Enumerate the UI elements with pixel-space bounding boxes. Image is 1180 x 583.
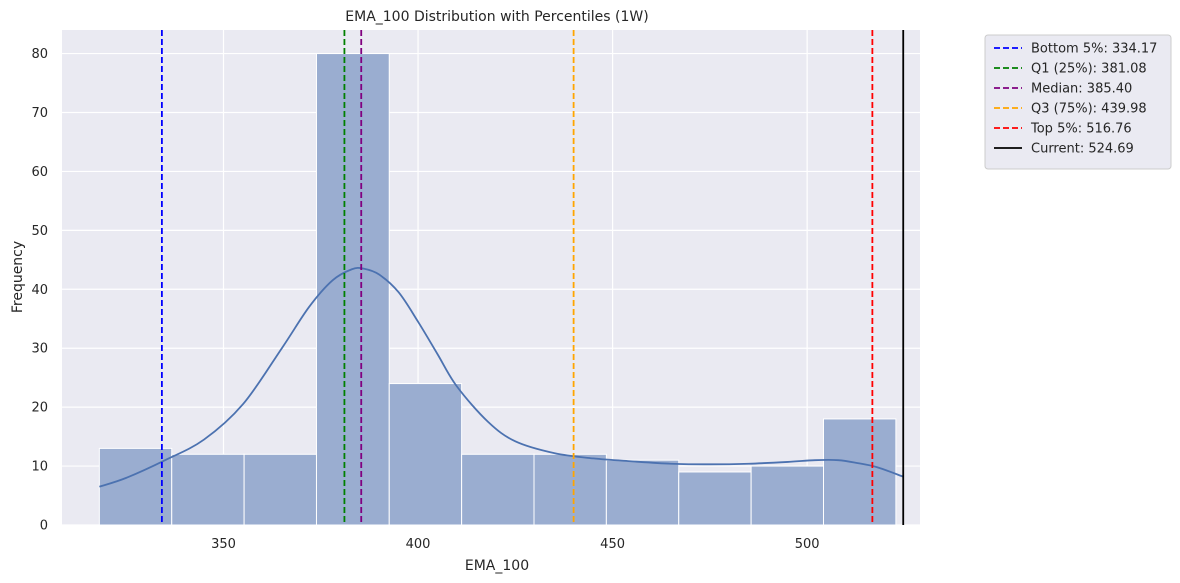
histogram-bar — [315, 53, 390, 526]
x-axis-label: EMA_100 — [465, 558, 529, 574]
y-tick-label: 80 — [31, 47, 48, 62]
y-tick-label: 30 — [31, 342, 48, 357]
reference-lines — [160, 30, 905, 525]
y-tick-label: 50 — [31, 224, 48, 239]
legend-entry: Current: 524.69 — [1031, 142, 1134, 157]
histogram-bar — [98, 447, 173, 526]
y-axis-label: Frequency — [10, 241, 26, 313]
x-tick-label: 350 — [211, 537, 236, 552]
histogram-bar — [243, 453, 317, 526]
kde-line — [99, 266, 904, 488]
y-tick-label: 60 — [31, 165, 48, 180]
kde-curve — [99, 266, 904, 488]
x-tick-label: 450 — [600, 537, 625, 552]
y-tick-label: 10 — [31, 460, 48, 475]
y-tick-labels: 0 10 20 30 40 50 60 70 80 — [31, 47, 48, 533]
plot-area — [62, 30, 920, 525]
y-tick-label: 20 — [31, 401, 48, 416]
legend-entry: Top 5%: 516.76 — [1030, 122, 1132, 137]
y-tick-label: 70 — [31, 106, 48, 121]
x-tick-labels: 350 400 450 500 — [211, 537, 820, 552]
histogram-bar — [461, 453, 535, 526]
legend-box — [984, 34, 1172, 170]
histogram-bar — [533, 453, 607, 526]
legend-entry: Q1 (25%): 381.08 — [1031, 62, 1147, 77]
legend-entry: Bottom 5%: 334.17 — [1031, 42, 1157, 57]
legend-entry: Q3 (75%): 439.98 — [1031, 102, 1147, 117]
legend: Bottom 5%: 334.17 Q1 (25%): 381.08 Median:… — [984, 34, 1172, 170]
x-tick-label: 400 — [406, 537, 431, 552]
histogram-bar — [171, 453, 245, 526]
histogram-bar — [605, 459, 680, 526]
y-tick-label: 40 — [31, 283, 48, 298]
y-tick-label: 0 — [40, 519, 48, 534]
histogram-bars — [98, 53, 897, 526]
histogram-bar — [678, 471, 752, 526]
legend-entry: Median: 385.40 — [1031, 82, 1132, 97]
histogram-bar — [388, 383, 463, 526]
histogram-bar — [750, 465, 824, 526]
chart-title: EMA_100 Distribution with Percentiles (1… — [345, 9, 648, 25]
histogram-bar — [822, 418, 897, 526]
x-tick-label: 500 — [795, 537, 820, 552]
